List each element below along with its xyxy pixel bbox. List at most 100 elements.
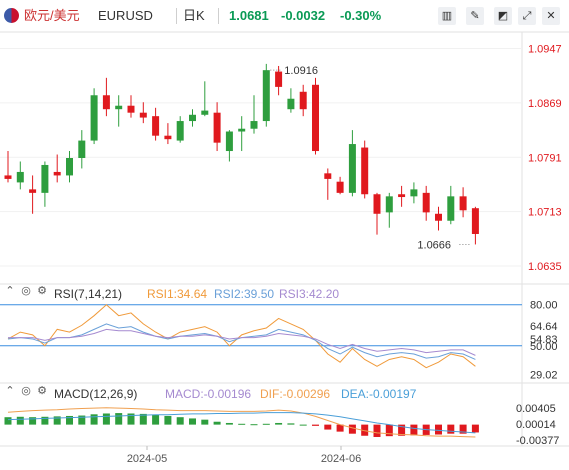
rsi-header: ⌃ ◎ ⚙ RSI(7,14,21) RSI1:34.64 RSI2:39.50… — [0, 285, 569, 303]
candle-body — [176, 121, 184, 141]
macd-histogram-bar — [348, 424, 356, 434]
candle-body — [201, 110, 209, 115]
candle-body — [189, 114, 196, 122]
dea-value: DEA:-0.00197 — [341, 387, 417, 401]
macd-histogram-bar — [361, 424, 369, 436]
candle-body — [115, 105, 123, 110]
low-annotation: 1.0666 — [417, 239, 451, 251]
time-tick-label: 2024-05 — [127, 453, 167, 465]
price-tick-label: 1.0713 — [528, 207, 562, 219]
high-annotation: 1.0916 — [284, 65, 318, 77]
macd-histogram-bar — [139, 413, 147, 425]
macd-histogram-bar — [201, 419, 209, 425]
chart-header: 欧元/美元 EURUSD 日K 1.0681 -0.0032 -0.30% ▥ … — [0, 0, 569, 32]
macd-label[interactable]: MACD(12,26,9) — [54, 387, 138, 401]
macd-histogram-bar — [90, 414, 98, 425]
rsi2-value: RSI2:39.50 — [214, 287, 275, 301]
candle-body — [41, 164, 49, 193]
candle-body — [459, 196, 467, 211]
candle-body — [435, 213, 442, 221]
macd-histogram-bar — [213, 421, 221, 425]
candle-body — [324, 173, 332, 179]
candle-body — [90, 95, 98, 141]
candle-body — [16, 171, 24, 183]
candle-body — [66, 158, 73, 176]
fullscreen-icon[interactable]: ⤢ — [518, 7, 536, 25]
macd-histogram-bar — [78, 415, 86, 425]
macd-histogram-bar — [164, 415, 172, 425]
macd-histogram-bar — [225, 422, 233, 425]
macd-histogram-bar — [66, 415, 73, 425]
candle-body — [287, 98, 295, 110]
eye-icon[interactable]: ◎ — [21, 385, 31, 397]
macd-histogram-bar — [275, 422, 283, 425]
header-divider — [218, 8, 219, 24]
dea-line — [7, 412, 476, 434]
candle-body — [4, 175, 12, 179]
macd-histogram-bar — [459, 424, 467, 434]
settings-icon[interactable]: ⚙ — [37, 385, 47, 397]
macd-histogram-bar — [447, 424, 455, 434]
eye-icon[interactable]: ◎ — [21, 285, 31, 297]
macd-tick-label: 0.00405 — [516, 403, 556, 415]
candle-body — [139, 112, 147, 118]
indicator-icon[interactable]: ◩ — [494, 7, 512, 25]
collapse-icon[interactable]: ⌃ — [5, 385, 15, 397]
collapse-icon[interactable]: ⌃ — [5, 285, 15, 297]
macd-histogram-bar — [53, 416, 61, 425]
rsi-line-rsi3 — [8, 328, 476, 356]
rsi-tick-label: 54.83 — [530, 334, 558, 346]
candle-body — [102, 95, 110, 110]
macd-histogram-bar — [398, 424, 406, 436]
chart-style-icon[interactable]: ▥ — [438, 7, 456, 25]
rsi-label[interactable]: RSI(7,14,21) — [54, 287, 123, 301]
candle-body — [422, 192, 430, 213]
macd-histogram-bar — [471, 424, 479, 433]
candle-body — [250, 121, 258, 129]
candle-body — [373, 194, 381, 214]
candle-body — [471, 208, 479, 234]
macd-histogram-bar — [262, 423, 270, 425]
candle-body — [53, 171, 61, 176]
price-change-pct: -0.30% — [340, 8, 382, 23]
macd-histogram-bar — [324, 424, 332, 430]
candle-body — [336, 181, 344, 193]
rsi-line-rsi2 — [7, 323, 476, 360]
close-icon[interactable]: ✕ — [542, 7, 560, 25]
macd-header: ⌃ ◎ ⚙ MACD(12,26,9) MACD:-0.00196 DIF:-0… — [0, 385, 569, 403]
macd-histogram-bar — [410, 424, 418, 436]
macd-histogram-bar — [152, 414, 160, 425]
candle-body — [312, 84, 319, 152]
rsi-tick-label: 64.64 — [530, 321, 558, 333]
symbol-label[interactable]: EURUSD — [98, 8, 153, 23]
candle-body — [398, 194, 406, 198]
draw-icon[interactable]: ✎ — [466, 7, 484, 25]
eurusd-flag-icon — [4, 8, 19, 23]
macd-value: MACD:-0.00196 — [165, 387, 252, 401]
dif-value: DIF:-0.00296 — [260, 387, 331, 401]
macd-histogram-bar — [299, 424, 307, 426]
interval-select[interactable]: 日K — [183, 8, 205, 23]
candle-body — [299, 91, 307, 110]
macd-histogram-bar — [41, 416, 49, 425]
macd-histogram-bar — [435, 424, 442, 435]
macd-histogram-bar — [312, 424, 319, 426]
macd-histogram-bar — [127, 413, 135, 425]
last-price: 1.0681 — [229, 8, 269, 23]
candle-body — [348, 144, 356, 193]
price-tick-label: 1.0869 — [528, 98, 562, 110]
candle-body — [361, 147, 369, 195]
macd-histogram-bar — [250, 424, 258, 426]
candle-body — [29, 189, 37, 193]
rsi-tick-label: 50.00 — [530, 341, 558, 353]
price-tick-label: 1.0635 — [528, 261, 562, 273]
macd-histogram-bar — [238, 423, 246, 425]
pair-name-cn[interactable]: 欧元/美元 — [24, 8, 80, 23]
settings-icon[interactable]: ⚙ — [37, 285, 47, 297]
candle-body — [275, 71, 283, 87]
candle-body — [152, 116, 160, 136]
macd-histogram-bar — [176, 417, 184, 425]
macd-histogram-bar — [29, 417, 37, 425]
price-change: -0.0032 — [281, 8, 326, 23]
